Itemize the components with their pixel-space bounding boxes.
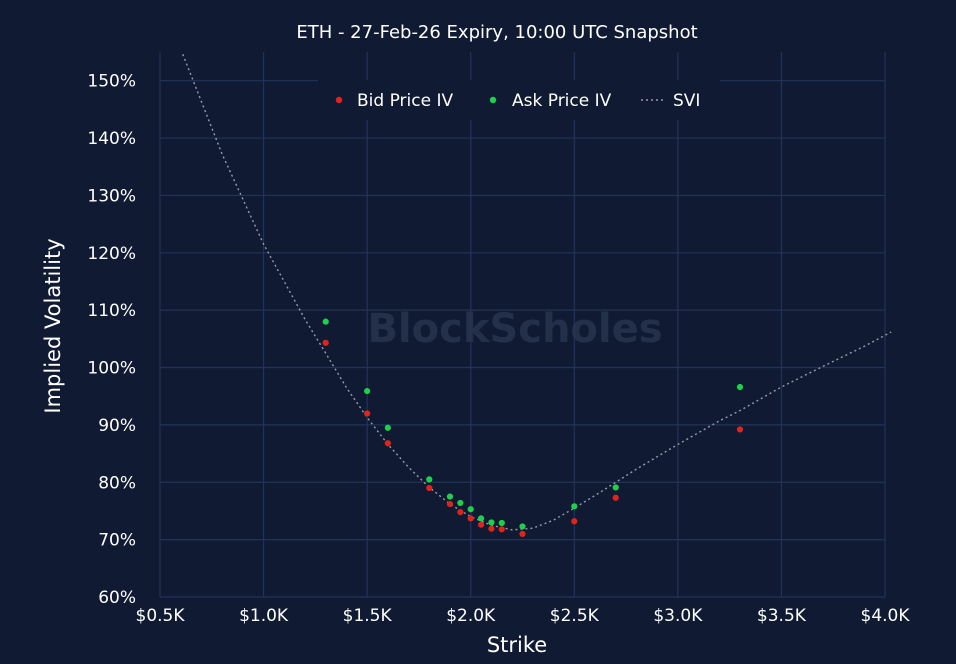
x-tick-label: $4.0K (861, 606, 911, 626)
bid-iv-point (446, 500, 454, 508)
legend-label-ask: Ask Price IV (512, 91, 612, 111)
y-tick-label: 60% (98, 588, 136, 608)
y-tick-label: 100% (87, 359, 136, 379)
x-axis-ticks: $0.5K $1.0K $1.5K $2.0K $2.5K $3.0K $3.5K $4.0K (136, 606, 911, 626)
bid-iv-point (571, 518, 578, 525)
ask-iv-point (322, 318, 329, 325)
legend-marker-bid (335, 96, 343, 104)
bid-iv-point (612, 494, 619, 501)
bid-iv-point (498, 526, 505, 533)
bid-iv-point (426, 484, 433, 492)
bid-iv-point (322, 339, 329, 346)
bid-iv-point (477, 521, 485, 528)
ask-iv-point (477, 515, 485, 522)
ask-iv-point (426, 476, 433, 483)
ask-iv-point (384, 424, 391, 431)
bid-iv-point (519, 530, 526, 537)
ask-iv-point (446, 493, 454, 500)
legend[interactable]: Bid Price IV Ask Price IV SVI (318, 80, 720, 120)
legend-label-svi: SVI (673, 91, 700, 111)
y-tick-label: 150% (87, 72, 136, 92)
y-tick-label: 130% (87, 186, 136, 206)
y-tick-label: 110% (87, 301, 136, 321)
grid (159, 52, 886, 598)
y-tick-label: 90% (98, 416, 136, 436)
x-tick-label: $1.5K (343, 606, 393, 626)
y-tick-label: 80% (98, 473, 136, 493)
y-tick-label: 70% (98, 531, 136, 551)
bid-iv-point (467, 515, 474, 522)
ask-iv-point (571, 503, 578, 510)
x-tick-label: $3.5K (757, 606, 807, 626)
legend-marker-ask (489, 96, 497, 104)
bid-iv-point (457, 508, 464, 516)
y-tick-label: 120% (87, 244, 136, 264)
x-tick-label: $2.0K (446, 606, 496, 626)
chart-title: ETH - 27-Feb-26 Expiry, 10:00 UTC Snapsh… (296, 22, 697, 43)
y-axis-label: Implied Volatility (41, 238, 65, 413)
watermark: BlockScholes (367, 306, 662, 352)
ask-iv-point (736, 383, 744, 391)
bid-iv-point (364, 410, 371, 417)
svi-fit-line (182, 54, 892, 531)
x-tick-label: $1.0K (239, 606, 289, 626)
x-axis-label: Strike (487, 633, 547, 657)
x-tick-label: $2.5K (550, 606, 600, 626)
ask-iv-point (612, 484, 619, 491)
bid-iv-point (736, 426, 744, 433)
ask-iv-point (498, 519, 505, 527)
ask-iv-point (519, 523, 526, 530)
ask-iv-point (467, 506, 474, 513)
y-axis-ticks: 60% 70% 80% 90% 100% 110% 120% 130% 140% 150% (87, 72, 136, 608)
ask-iv-point (488, 519, 495, 526)
legend-label-bid: Bid Price IV (357, 91, 453, 111)
bid-iv-point (488, 525, 495, 532)
ask-iv-point (364, 387, 371, 395)
y-tick-label: 140% (87, 129, 136, 149)
x-tick-label: $0.5K (136, 606, 186, 626)
bid-iv-point (384, 440, 391, 447)
x-tick-label: $3.0K (653, 606, 703, 626)
series-layer (182, 54, 892, 537)
ask-iv-point (457, 499, 464, 507)
